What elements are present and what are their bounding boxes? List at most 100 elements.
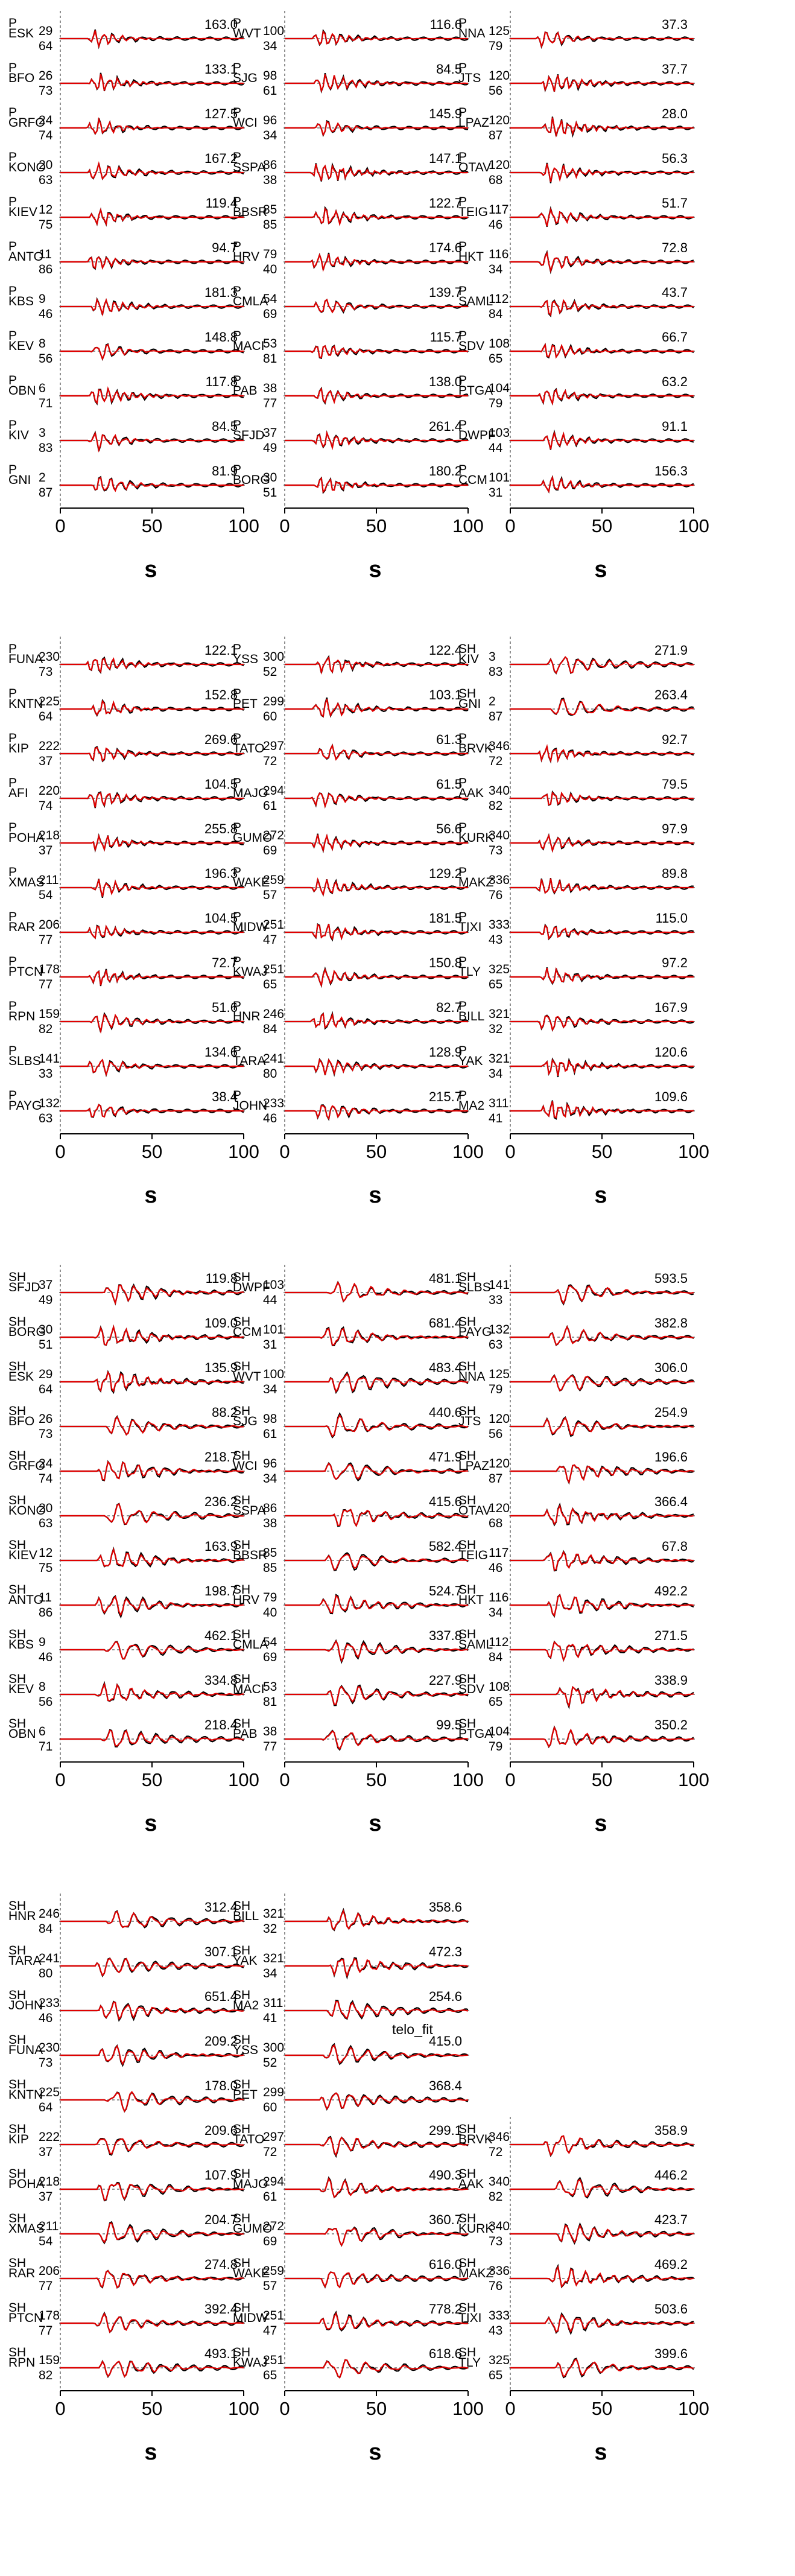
- synthetic-waveform: [510, 1464, 694, 1484]
- synthetic-waveform: [510, 1285, 694, 1305]
- observed-waveform: [285, 2226, 469, 2247]
- observed-waveform: [285, 1957, 469, 1980]
- amplitude-label: 493.1: [204, 2346, 238, 2361]
- synthetic-waveform: [510, 878, 694, 894]
- synthetic-waveform: [510, 431, 694, 450]
- phase-label: SH: [233, 1988, 250, 2002]
- phase-label: P: [233, 150, 241, 164]
- azimuth-label: 11: [39, 247, 52, 261]
- station-label: BFO: [8, 1414, 34, 1428]
- azimuth-label: 222: [39, 739, 60, 753]
- synthetic-waveform: [510, 698, 694, 716]
- azimuth-label: 85: [263, 1546, 277, 1560]
- distance-label: 49: [39, 1293, 52, 1307]
- amplitude-label: 163.9: [204, 1539, 238, 1554]
- station-label: SJG: [233, 71, 258, 85]
- distance-label: 64: [39, 2101, 53, 2114]
- azimuth-label: 53: [263, 1680, 277, 1694]
- x-tick-label: 50: [142, 1141, 162, 1162]
- phase-label: P: [458, 955, 467, 968]
- station-label: SDV: [458, 1682, 484, 1696]
- station-label: ANTO: [8, 250, 43, 264]
- phase-label: SH: [233, 1672, 250, 1686]
- azimuth-label: 259: [263, 2264, 284, 2278]
- distance-label: 79: [489, 39, 502, 53]
- azimuth-label: 206: [39, 2264, 60, 2278]
- distance-label: 43: [489, 933, 502, 947]
- amplitude-label: 227.9: [429, 1673, 462, 1688]
- azimuth-label: 120: [489, 69, 510, 83]
- x-tick-label: 100: [452, 1769, 484, 1790]
- azimuth-label: 300: [263, 650, 284, 664]
- azimuth-label: 117: [489, 1546, 508, 1560]
- synthetic-waveform: [510, 389, 694, 406]
- phase-label: P: [8, 999, 17, 1013]
- synthetic-waveform: [60, 970, 244, 986]
- distance-label: 65: [489, 1695, 502, 1709]
- azimuth-label: 218: [39, 828, 60, 842]
- phase-label: P: [233, 910, 241, 924]
- synthetic-waveform: [510, 207, 694, 227]
- x-tick-label: 0: [55, 1769, 65, 1790]
- phase-label: SH: [8, 1583, 26, 1597]
- distance-label: 76: [489, 888, 502, 902]
- phase-label: SH: [233, 1717, 250, 1731]
- amplitude-label: 66.7: [662, 329, 688, 345]
- distance-label: 77: [39, 933, 52, 947]
- station-label: KONO: [8, 1504, 46, 1518]
- station-label: HRV: [233, 250, 259, 264]
- observed-waveform: [510, 2135, 694, 2157]
- azimuth-label: 251: [263, 918, 284, 932]
- x-axis-unit-label: s: [594, 1811, 607, 1836]
- amplitude-label: 163.0: [204, 17, 238, 32]
- amplitude-label: 490.3: [429, 2167, 462, 2183]
- phase-label: P: [8, 687, 17, 701]
- azimuth-label: 12: [39, 1546, 52, 1560]
- distance-label: 31: [263, 1338, 277, 1352]
- distance-label: 43: [489, 2324, 502, 2338]
- synthetic-waveform: [60, 297, 244, 317]
- synthetic-waveform: [60, 1682, 244, 1702]
- synthetic-waveform: [60, 1595, 244, 1617]
- x-tick-label: 100: [228, 1769, 259, 1790]
- amplitude-label: 104.5: [204, 911, 238, 926]
- phase-label: SH: [458, 2122, 476, 2136]
- station-label: BFO: [8, 71, 34, 85]
- amplitude-label: 181.5: [429, 911, 462, 926]
- azimuth-label: 241: [39, 1951, 60, 1965]
- phase-label: P: [8, 16, 17, 30]
- synthetic-waveform: [60, 1910, 244, 1929]
- station-label: PTGA: [458, 1727, 493, 1741]
- synthetic-waveform: [510, 2314, 694, 2333]
- observed-waveform: [285, 2271, 469, 2289]
- azimuth-label: 103: [489, 426, 510, 440]
- amplitude-label: 440.6: [429, 1405, 462, 1420]
- station-label: OBN: [8, 384, 36, 398]
- phase-label: SH: [458, 1627, 476, 1641]
- x-tick-label: 100: [228, 515, 259, 536]
- station-label: KBS: [8, 294, 34, 308]
- amplitude-label: 138.0: [429, 374, 462, 389]
- distance-label: 75: [39, 1561, 52, 1575]
- distance-label: 61: [263, 84, 277, 98]
- distance-label: 56: [39, 1695, 52, 1709]
